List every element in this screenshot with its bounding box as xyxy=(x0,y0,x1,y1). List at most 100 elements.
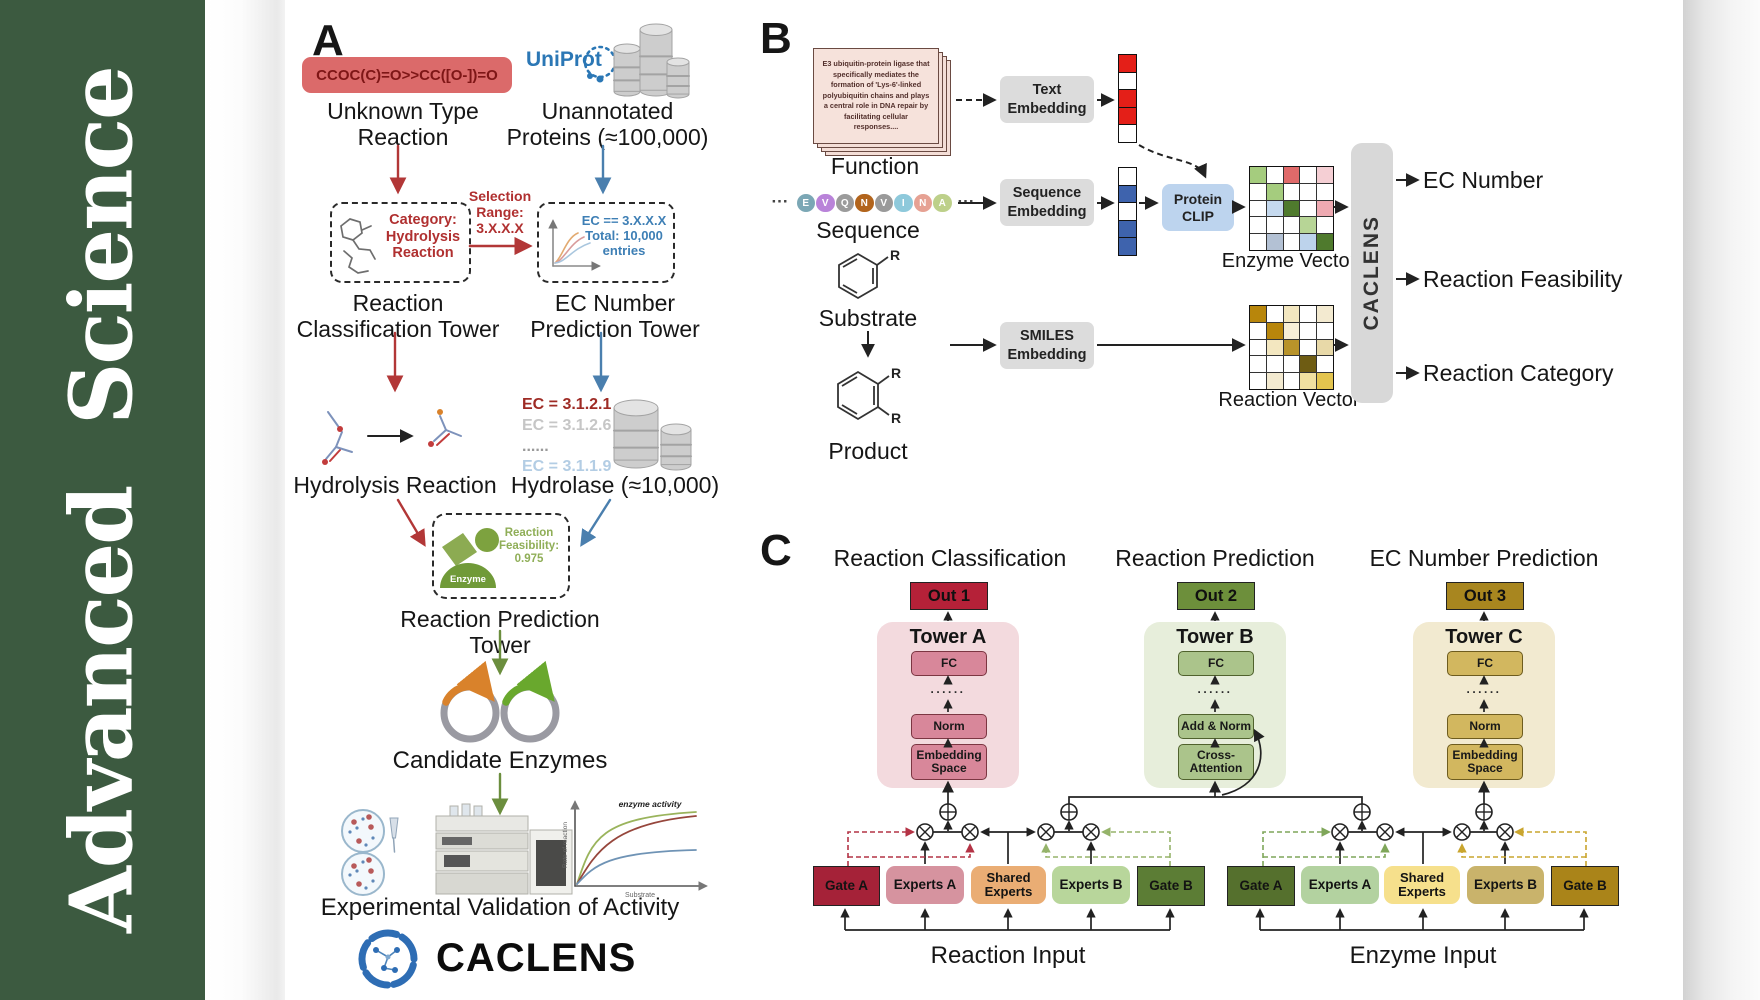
experimental-validation-label: Experimental Validation of Activity xyxy=(320,894,680,921)
arrow-blue-diagonal xyxy=(580,498,612,547)
multiply-node xyxy=(961,823,979,841)
output-reaction-category: Reaction Category xyxy=(1423,360,1614,386)
enzyme-experts-b: Experts B xyxy=(1467,866,1544,904)
matrix-cell xyxy=(1317,234,1333,250)
caclens-module-label: CACLENS xyxy=(1360,215,1383,331)
sequence-label: Sequence xyxy=(816,217,920,243)
gate-dashed-paths xyxy=(847,827,1587,866)
matrix-cell xyxy=(1317,167,1333,183)
product-label: Product xyxy=(828,438,908,464)
multiply-node xyxy=(1496,823,1514,841)
reaction-classification-tower-label: Reaction Classification Tower xyxy=(296,290,500,343)
cross-attention-bus xyxy=(1068,796,1363,804)
reaction-experts-a: Experts A xyxy=(886,866,964,904)
matrix-cell xyxy=(1300,373,1317,389)
enzyme-shared-experts: Shared Experts xyxy=(1384,866,1460,904)
sequence-embedding-box: Sequence Embedding xyxy=(1000,179,1094,226)
tower-c-title: Tower C xyxy=(1445,626,1523,648)
reaction-vector-matrix xyxy=(1249,305,1334,390)
acetate-molecule xyxy=(428,409,462,447)
vector-cell xyxy=(1119,72,1136,90)
reaction-classification-dashed-box xyxy=(330,202,471,283)
matrix-cell xyxy=(1266,217,1283,234)
text-embedding-vector xyxy=(1118,54,1137,143)
out-1-box: Out 1 xyxy=(910,582,988,610)
residue-circle: Q xyxy=(835,193,854,213)
tower-b-title: Tower B xyxy=(1176,626,1254,648)
matrix-cell xyxy=(1250,373,1266,389)
add-node xyxy=(1475,803,1493,821)
tower-c: Tower C FC ...... Norm Embedding Space xyxy=(1413,622,1555,788)
output-ec-number: EC Number xyxy=(1423,167,1544,193)
protein-clip-box: Protein CLIP xyxy=(1162,184,1234,231)
reaction-smiles-box: CCOC(C)=O>>CC([O-])=O xyxy=(302,57,512,93)
caclens-logo xyxy=(358,929,418,989)
output-reaction-feasibility: Reaction Feasibility xyxy=(1423,266,1623,292)
uniprot-logo: UniProt xyxy=(526,48,602,71)
plot-annotation: enzyme activity xyxy=(619,799,683,809)
matrix-cell xyxy=(1317,183,1333,200)
matrix-cell xyxy=(1283,167,1300,183)
candidate-enzymes-label: Candidate Enzymes xyxy=(392,747,608,774)
substrate-r-label: R xyxy=(890,247,900,263)
ec-entry: ...... xyxy=(522,437,549,455)
caclens-wordmark: CACLENS xyxy=(436,936,637,980)
tower-a-dots: ...... xyxy=(930,682,966,696)
matrix-cell xyxy=(1317,322,1333,339)
smiles-embedding-box: SMILES Embedding xyxy=(1000,322,1094,369)
matrix-cell xyxy=(1300,339,1317,356)
ec-prediction-dashed-box xyxy=(537,202,675,283)
sequence-ellipsis-left: ··· xyxy=(771,192,789,211)
residue-circle: V xyxy=(816,193,835,213)
matrix-cell xyxy=(1283,373,1300,389)
tower-b-add-norm: Add & Norm xyxy=(1178,714,1254,739)
task-title-reaction-prediction: Reaction Prediction xyxy=(1115,545,1315,571)
multiply-node xyxy=(1037,823,1055,841)
uniprot-dot xyxy=(587,73,593,79)
enzyme-vector-label: Enzyme Vector xyxy=(1221,250,1357,272)
matrix-cell xyxy=(1300,306,1317,322)
panel-b-label: B xyxy=(760,14,792,63)
matrix-cell xyxy=(1283,200,1300,217)
enzyme-experts-a: Experts A xyxy=(1301,866,1379,904)
arrow-red-diagonal xyxy=(396,498,426,547)
reaction-feasibility-text: Reaction Feasibility: 0.975 xyxy=(498,527,560,566)
tower-c-dots: ...... xyxy=(1466,682,1502,696)
hydrolysis-reaction-label: Hydrolysis Reaction xyxy=(293,472,497,498)
matrix-cell xyxy=(1317,373,1333,389)
matrix-cell xyxy=(1266,356,1283,373)
out-3-box: Out 3 xyxy=(1446,582,1524,610)
reaction-experts-b: Experts B xyxy=(1052,866,1130,904)
pipette-icon xyxy=(389,817,399,839)
tower-a-norm: Norm xyxy=(911,714,987,739)
journal-sidebar: Advanced Science xyxy=(0,0,205,1000)
matrix-cell xyxy=(1250,167,1266,183)
matrix-cell xyxy=(1266,167,1283,183)
panel-c-label: C xyxy=(760,526,792,575)
matrix-cell xyxy=(1250,183,1266,200)
tower-b: Tower B FC ...... Add & Norm Cross- Atte… xyxy=(1144,622,1286,788)
ec-filter-text: EC == 3.X.X.X Total: 10,000 entries xyxy=(581,213,667,258)
function-label: Function xyxy=(830,153,920,179)
page-edge-gradient-left xyxy=(205,0,285,1000)
task-title-ec-number-prediction: EC Number Prediction xyxy=(1369,545,1599,571)
matrix-cell xyxy=(1283,339,1300,356)
multiply-node xyxy=(1453,823,1471,841)
residue-circle: I xyxy=(894,193,913,213)
tower-a-embedding-space: Embedding Space xyxy=(911,744,987,780)
function-card: E3 ubiquitin-protein ligase that specifi… xyxy=(813,48,939,144)
matrix-cell xyxy=(1283,234,1300,250)
reaction-gate-a: Gate A xyxy=(813,866,880,906)
vector-cell xyxy=(1119,90,1136,107)
product-r-label-top: R xyxy=(891,365,901,381)
panel-a-graphics: Enzyme xyxy=(322,23,708,989)
tower-b-cross-attention: Cross- Attention xyxy=(1178,744,1254,780)
matrix-cell xyxy=(1300,322,1317,339)
residue-circle: A xyxy=(933,193,952,213)
matrix-cell xyxy=(1250,306,1266,322)
ec-entry: EC = 3.1.1.9 xyxy=(522,458,612,476)
tower-a: Tower A FC ...... Norm Embedding Space xyxy=(877,622,1019,788)
matrix-cell xyxy=(1283,183,1300,200)
product-molecule xyxy=(837,370,890,421)
matrix-cell xyxy=(1266,200,1283,217)
